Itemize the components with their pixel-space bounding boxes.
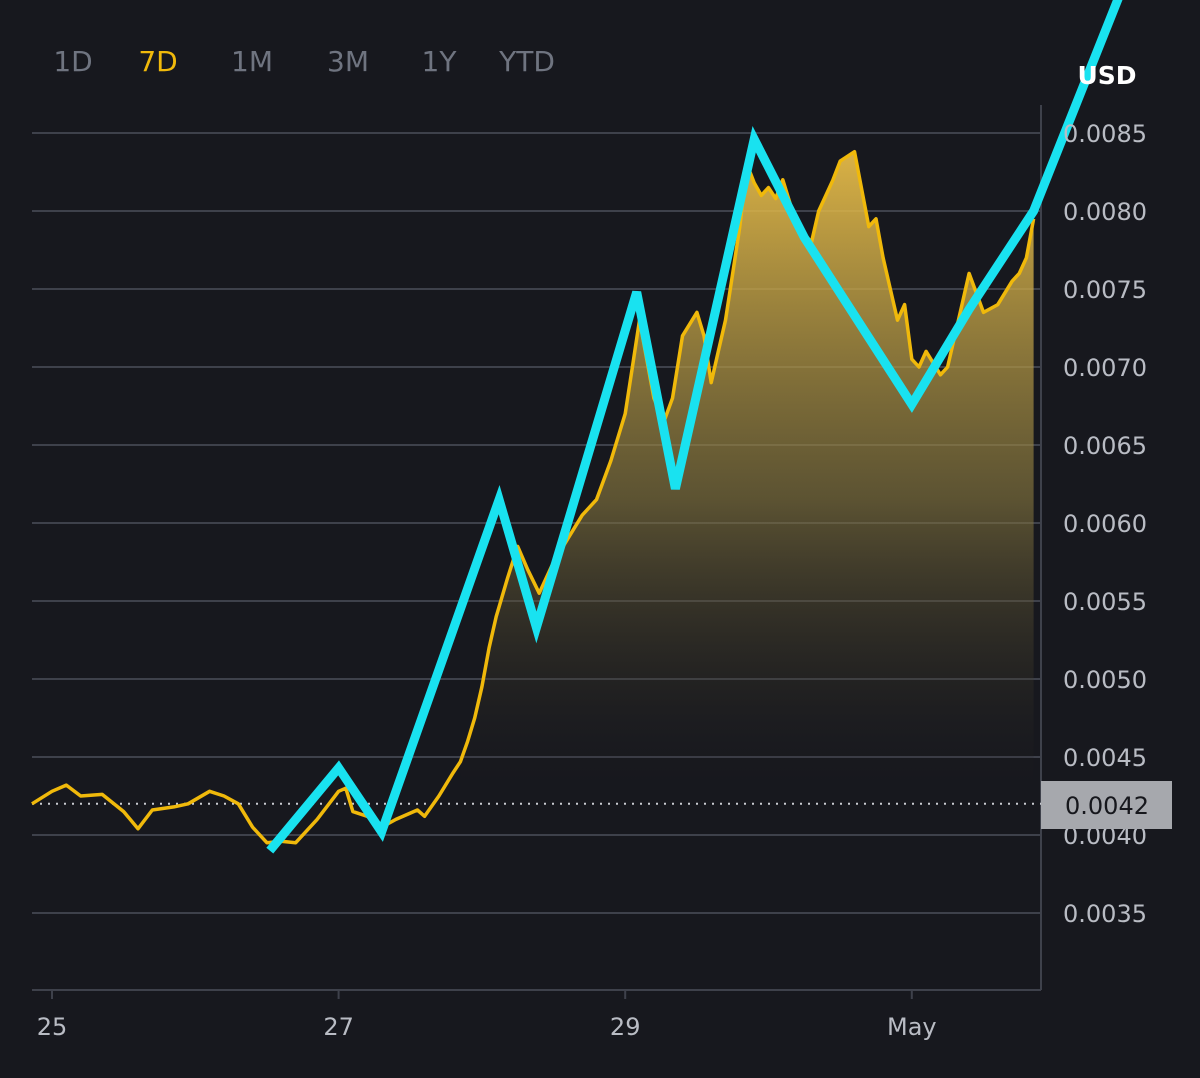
y-tick-label: 0.0045 [1063, 744, 1147, 772]
timeframe-tabs: 1D 7D 1M 3M 1Y YTD [34, 40, 572, 84]
y-tick-label: 0.0070 [1063, 354, 1147, 382]
tab-1y[interactable]: 1Y [421, 45, 457, 78]
tab-1d[interactable]: 1D [53, 45, 93, 78]
y-tick-label: 0.0055 [1063, 588, 1147, 616]
current-price-tag: 0.0042 [1041, 781, 1172, 829]
y-tick-label: 0.0065 [1063, 432, 1147, 460]
x-tick-label: 25 [37, 1013, 68, 1041]
x-tick-label: May [887, 1013, 937, 1041]
tab-1m[interactable]: 1M [231, 45, 273, 78]
y-tick-label: 0.0060 [1063, 510, 1147, 538]
x-tick-label: 27 [323, 1013, 354, 1041]
tab-3m[interactable]: 3M [327, 45, 369, 78]
y-tick-label: 0.0035 [1063, 900, 1147, 928]
x-axis-ticks: 25 27 29 May [37, 990, 937, 1041]
current-price-tag-bg [1041, 781, 1172, 829]
tab-ytd[interactable]: YTD [499, 45, 555, 78]
y-tick-label: 0.0085 [1063, 120, 1147, 148]
x-tick-label: 29 [610, 1013, 641, 1041]
y-axis-labels: 0.00350.00400.00450.00500.00550.00600.00… [1063, 120, 1147, 928]
y-axis-unit: USD [1077, 61, 1136, 90]
y-tick-label: 0.0050 [1063, 666, 1147, 694]
overlay-trend-line [266, 0, 1123, 854]
y-tick-label: 0.0080 [1063, 198, 1147, 226]
current-price-tag-label: 0.0042 [1065, 792, 1149, 820]
price-area-fill [460, 151, 1034, 786]
tab-7d[interactable]: 7D [138, 45, 178, 78]
y-tick-label: 0.0075 [1063, 276, 1147, 304]
